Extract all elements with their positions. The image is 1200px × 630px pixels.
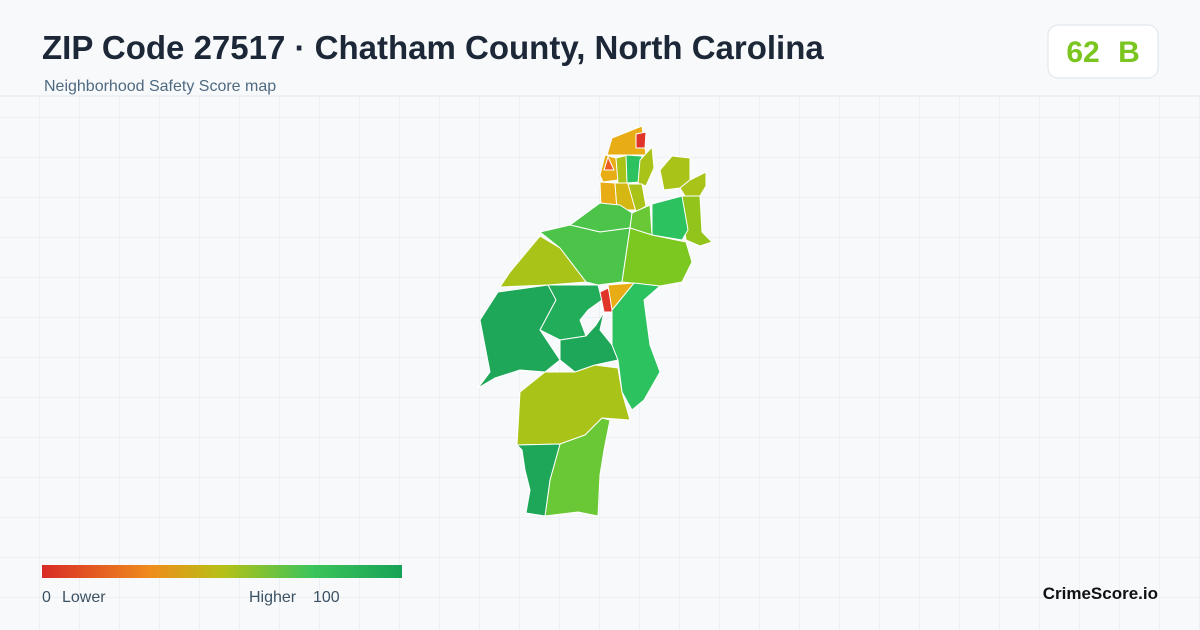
region xyxy=(621,227,693,287)
score-grade: B xyxy=(1118,36,1140,69)
region xyxy=(679,195,713,247)
legend-min-label: Lower xyxy=(62,589,106,606)
score-value: 62 xyxy=(1066,36,1099,69)
legend-gradient xyxy=(42,565,402,578)
subtitle: Neighborhood Safety Score map xyxy=(44,78,276,95)
region xyxy=(603,156,615,171)
score-badge xyxy=(1047,24,1159,79)
legend-max-label: Higher xyxy=(249,589,297,606)
region xyxy=(651,195,689,241)
zip-map xyxy=(477,125,713,517)
legend-max: 100 xyxy=(313,589,340,606)
brand: CrimeScore.io xyxy=(1043,584,1158,603)
legend-min: 0 xyxy=(42,589,51,606)
region xyxy=(635,131,647,149)
region xyxy=(516,443,561,517)
region xyxy=(637,146,655,187)
region xyxy=(611,282,661,411)
title: ZIP Code 27517 · Chatham County, North C… xyxy=(42,29,824,66)
region xyxy=(627,183,647,213)
